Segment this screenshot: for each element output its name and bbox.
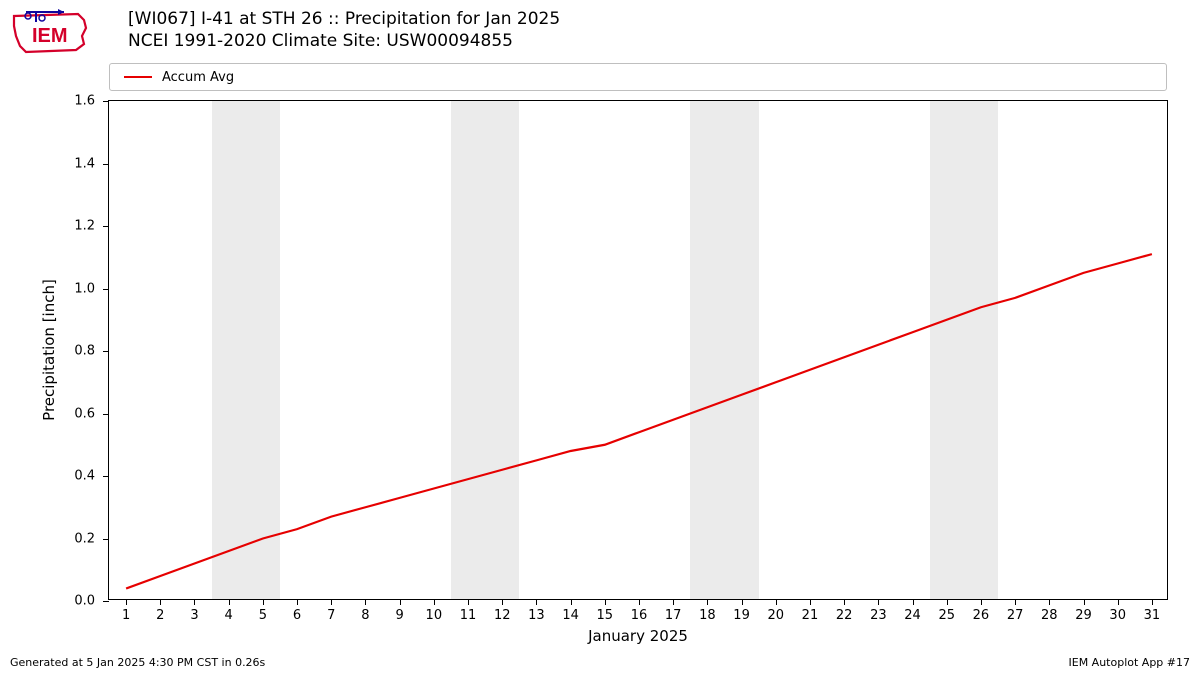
x-tick: [331, 599, 332, 605]
y-tick: [103, 414, 109, 415]
y-tick-label: 0.0: [74, 594, 95, 609]
x-tick-label: 23: [870, 608, 887, 623]
x-tick: [605, 599, 606, 605]
x-tick-label: 3: [190, 608, 198, 623]
x-tick-label: 13: [528, 608, 545, 623]
legend-label: Accum Avg: [162, 70, 234, 85]
x-tick: [913, 599, 914, 605]
x-tick: [1084, 599, 1085, 605]
y-tick-label: 0.6: [74, 406, 95, 421]
x-tick-label: 9: [396, 608, 404, 623]
x-tick: [297, 599, 298, 605]
y-tick: [103, 601, 109, 602]
y-tick: [103, 476, 109, 477]
x-tick: [502, 599, 503, 605]
y-axis-label: Precipitation [inch]: [40, 279, 58, 421]
y-tick: [103, 539, 109, 540]
x-tick: [776, 599, 777, 605]
x-tick-label: 2: [156, 608, 164, 623]
x-tick-label: 4: [225, 608, 233, 623]
x-tick-label: 10: [426, 608, 443, 623]
footer-right: IEM Autoplot App #17: [1069, 656, 1191, 669]
legend: Accum Avg: [109, 63, 1167, 91]
plot-area: Accum Avg Precipitation [inch] January 2…: [108, 100, 1168, 600]
series-line-accum-avg: [126, 254, 1152, 588]
y-tick-label: 0.2: [74, 531, 95, 546]
x-tick: [707, 599, 708, 605]
x-tick: [742, 599, 743, 605]
y-tick: [103, 164, 109, 165]
x-tick: [639, 599, 640, 605]
x-tick-label: 20: [767, 608, 784, 623]
x-tick: [1152, 599, 1153, 605]
x-tick-label: 18: [699, 608, 716, 623]
y-tick: [103, 289, 109, 290]
x-tick-label: 16: [631, 608, 648, 623]
title-line-2: NCEI 1991-2020 Climate Site: USW00094855: [128, 30, 560, 52]
y-tick-label: 1.0: [74, 281, 95, 296]
line-svg: [109, 101, 1167, 599]
x-tick-label: 29: [1075, 608, 1092, 623]
x-tick-label: 17: [665, 608, 682, 623]
x-tick-label: 19: [733, 608, 750, 623]
x-tick: [263, 599, 264, 605]
y-tick-label: 0.4: [74, 469, 95, 484]
x-tick-label: 6: [293, 608, 301, 623]
x-tick: [981, 599, 982, 605]
x-tick-label: 26: [973, 608, 990, 623]
x-tick-label: 25: [938, 608, 955, 623]
x-tick: [194, 599, 195, 605]
x-tick: [365, 599, 366, 605]
y-tick: [103, 226, 109, 227]
y-tick-label: 1.6: [74, 94, 95, 109]
y-tick-label: 0.8: [74, 344, 95, 359]
x-tick: [536, 599, 537, 605]
x-tick-label: 21: [802, 608, 819, 623]
x-tick: [571, 599, 572, 605]
x-tick-label: 12: [494, 608, 511, 623]
x-tick: [126, 599, 127, 605]
x-tick-label: 31: [1144, 608, 1161, 623]
x-tick-label: 11: [460, 608, 477, 623]
x-tick: [1118, 599, 1119, 605]
x-tick-label: 27: [1007, 608, 1024, 623]
legend-swatch: [124, 76, 152, 78]
x-tick: [468, 599, 469, 605]
x-tick: [947, 599, 948, 605]
x-tick: [673, 599, 674, 605]
x-tick: [878, 599, 879, 605]
y-tick-label: 1.2: [74, 219, 95, 234]
x-tick: [1049, 599, 1050, 605]
footer-left: Generated at 5 Jan 2025 4:30 PM CST in 0…: [10, 656, 265, 669]
x-tick: [400, 599, 401, 605]
x-tick-label: 30: [1109, 608, 1126, 623]
x-axis-label: January 2025: [588, 627, 688, 645]
x-tick-label: 8: [361, 608, 369, 623]
title-line-1: [WI067] I-41 at STH 26 :: Precipitation …: [128, 8, 560, 30]
x-tick: [229, 599, 230, 605]
y-tick: [103, 351, 109, 352]
x-tick-label: 7: [327, 608, 335, 623]
y-tick: [103, 101, 109, 102]
x-tick-label: 15: [597, 608, 614, 623]
x-tick-label: 24: [904, 608, 921, 623]
x-tick-label: 28: [1041, 608, 1058, 623]
chart-title: [WI067] I-41 at STH 26 :: Precipitation …: [128, 8, 560, 52]
x-tick-label: 22: [836, 608, 853, 623]
x-tick-label: 1: [122, 608, 130, 623]
x-tick: [434, 599, 435, 605]
svg-text:IEM: IEM: [32, 25, 68, 47]
x-tick-label: 14: [562, 608, 579, 623]
x-tick: [844, 599, 845, 605]
iem-logo: IEM: [6, 6, 96, 56]
y-tick-label: 1.4: [74, 156, 95, 171]
x-tick: [1015, 599, 1016, 605]
x-tick-label: 5: [259, 608, 267, 623]
x-tick: [160, 599, 161, 605]
x-tick: [810, 599, 811, 605]
